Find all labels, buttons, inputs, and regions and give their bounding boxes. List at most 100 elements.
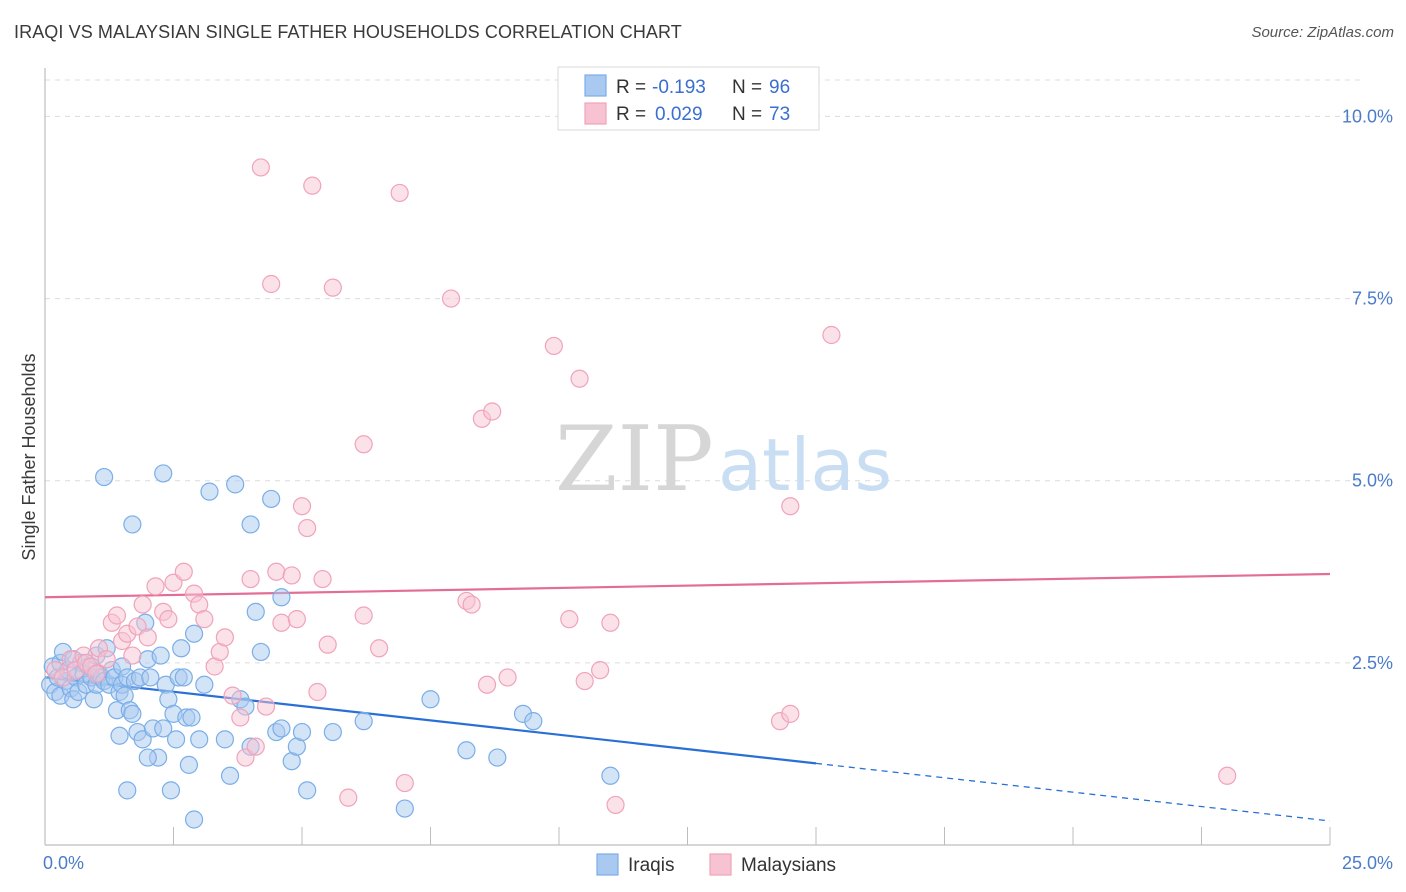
legend-swatch-iraqis [584, 74, 607, 97]
point-iraqis [354, 712, 373, 731]
point-iraqis [118, 781, 137, 800]
point-malaysians [272, 613, 291, 632]
point-malaysians [781, 497, 800, 516]
point-malaysians [282, 566, 301, 585]
source-label: Source: ZipAtlas.com [1251, 24, 1394, 41]
legend-n-label-iraqis: N = [732, 77, 762, 98]
legend-n-value-iraqis: 96 [769, 77, 790, 98]
point-malaysians [256, 697, 276, 716]
legend-r-value-iraqis: -0.193 [652, 77, 706, 98]
point-malaysians [1218, 766, 1237, 785]
y-axis-label: Single Father Households [19, 353, 39, 560]
bottom-legend: Iraqis Malaysians [596, 853, 836, 876]
point-malaysians [241, 569, 260, 589]
point-iraqis [323, 722, 342, 742]
point-malaysians [390, 183, 409, 203]
point-malaysians [262, 274, 281, 294]
point-iraqis [166, 730, 186, 749]
point-iraqis [184, 624, 204, 643]
point-iraqis [195, 675, 214, 694]
y-tick-label: 2.5% [1352, 653, 1393, 673]
point-malaysians [370, 639, 389, 658]
point-iraqis [184, 810, 204, 829]
point-iraqis [123, 515, 142, 534]
tick-labels: 2.5% 5.0% 7.5% 10.0% 0.0% 25.0% [43, 106, 1393, 873]
watermark-zip: ZIP [555, 407, 714, 512]
legend-r-label-malaysians: R = [616, 104, 646, 125]
point-iraqis [298, 781, 317, 800]
point-iraqis [190, 730, 209, 749]
point-malaysians [195, 610, 214, 629]
point-malaysians [483, 402, 502, 421]
point-iraqis [220, 766, 240, 785]
point-iraqis [161, 781, 181, 800]
point-malaysians [223, 686, 242, 705]
bottom-legend-swatch-malaysians [709, 853, 732, 876]
point-iraqis [272, 719, 291, 738]
x-tick-label: 0.0% [43, 853, 84, 873]
point-iraqis [182, 708, 201, 727]
point-malaysians [215, 628, 234, 647]
point-iraqis [241, 515, 260, 534]
point-malaysians [441, 289, 461, 308]
point-iraqis [272, 588, 291, 607]
watermark-atlas: atlas [718, 423, 892, 507]
point-malaysians [87, 664, 106, 683]
point-iraqis [110, 726, 129, 745]
point-iraqis [395, 799, 414, 818]
point-malaysians [123, 646, 142, 665]
point-malaysians [267, 562, 286, 581]
point-malaysians [498, 668, 517, 687]
point-iraqis [251, 642, 270, 662]
point-malaysians [246, 737, 265, 756]
point-malaysians [591, 661, 610, 680]
point-iraqis [524, 712, 543, 731]
point-malaysians [462, 595, 481, 614]
point-malaysians [174, 562, 193, 581]
point-malaysians [97, 650, 116, 669]
bottom-legend-label-iraqis: Iraqis [628, 855, 674, 876]
point-malaysians [303, 176, 322, 195]
legend-r-label-iraqis: R = [616, 77, 646, 98]
point-malaysians [575, 671, 594, 691]
y-tick-label: 7.5% [1352, 289, 1393, 309]
point-iraqis [123, 704, 142, 723]
point-iraqis [488, 748, 507, 767]
point-malaysians [570, 369, 589, 388]
data-points [41, 158, 1237, 829]
y-tick-label: 5.0% [1352, 471, 1393, 491]
point-iraqis [95, 467, 114, 487]
point-iraqis [601, 766, 620, 785]
point-malaysians [606, 795, 625, 815]
legend-swatch-malaysians [584, 102, 607, 125]
legend: R = -0.193 N = 96 R = 0.029 N = 73 [557, 66, 820, 131]
point-iraqis [246, 602, 265, 621]
point-malaysians [313, 569, 332, 589]
point-iraqis [457, 741, 476, 760]
trend-line-iraqis [44, 676, 817, 765]
point-malaysians [287, 610, 306, 629]
point-malaysians [354, 606, 373, 625]
legend-r-value-malaysians: 0.029 [655, 104, 703, 125]
point-malaysians [822, 325, 841, 345]
bottom-legend-swatch-iraqis [596, 853, 619, 876]
point-malaysians [477, 675, 497, 694]
point-malaysians [251, 158, 270, 177]
point-malaysians [318, 635, 337, 654]
point-iraqis [200, 482, 219, 501]
point-malaysians [323, 278, 342, 297]
point-iraqis [179, 755, 199, 774]
legend-n-value-malaysians: 73 [769, 104, 790, 125]
gridlines [45, 79, 1360, 664]
point-malaysians [107, 606, 127, 625]
point-malaysians [133, 595, 152, 614]
legend-n-label-malaysians: N = [732, 104, 762, 125]
point-iraqis [174, 668, 193, 687]
chart-title: IRAQI VS MALAYSIAN SINGLE FATHER HOUSEHO… [14, 22, 682, 42]
point-malaysians [560, 610, 579, 629]
point-malaysians [544, 336, 563, 356]
point-iraqis [421, 690, 440, 709]
point-iraqis [215, 730, 234, 749]
point-iraqis [172, 639, 191, 658]
